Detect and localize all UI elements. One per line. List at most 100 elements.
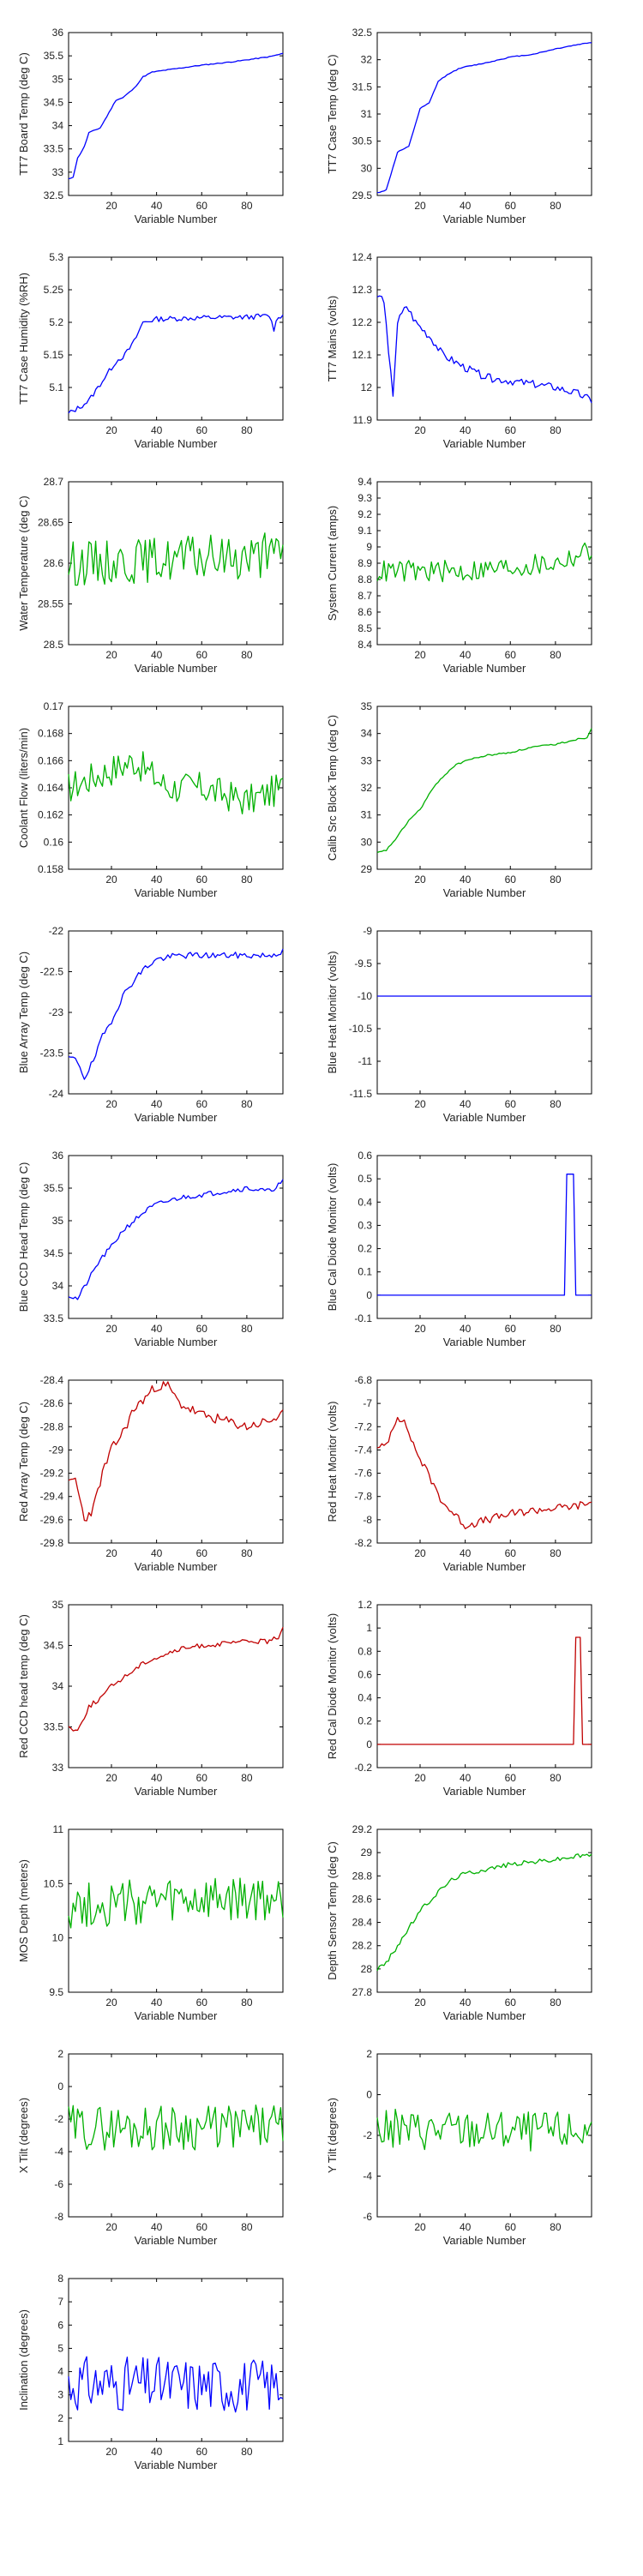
y-axis-label: Red Heat Monitor (volts) — [326, 1402, 339, 1522]
y-tick-label: 35 — [361, 700, 373, 712]
x-axis-label: Variable Number — [443, 2009, 526, 2022]
y-tick-label: 29.2 — [352, 1823, 373, 1835]
series-line — [68, 52, 284, 180]
x-tick-label: 60 — [196, 200, 208, 212]
x-tick-label: 60 — [505, 424, 517, 436]
x-tick-label: 60 — [505, 1323, 517, 1335]
y-tick-label: 36 — [52, 1150, 64, 1162]
y-tick-label: 30.5 — [352, 135, 373, 147]
series-line — [377, 1636, 592, 1745]
y-tick-label: 5 — [57, 2342, 63, 2354]
x-tick-label: 40 — [460, 1098, 472, 1110]
chart-system-current-amps: 8.4 8.5 8.6 8.7 8.8 8.9 9 9.1 9.2 9.3 9.4 20 40 60 80 V… — [326, 476, 592, 675]
y-axis-label: TT7 Mains (volts) — [326, 296, 339, 381]
x-tick-label: 20 — [414, 1772, 426, 1784]
x-axis-label: Variable Number — [443, 1111, 526, 1124]
x-tick-label: 20 — [105, 1323, 117, 1335]
y-axis-label: Y Tilt (degrees) — [326, 2098, 339, 2173]
y-tick-label: 4 — [57, 2366, 63, 2378]
x-tick-label: 80 — [241, 874, 253, 886]
y-axis-label: Red Cal Diode Monitor (volts) — [326, 1613, 339, 1760]
x-tick-label: 20 — [414, 1098, 426, 1110]
y-axis-label: TT7 Case Humidity (%RH) — [17, 273, 30, 405]
y-tick-label: 32.5 — [44, 189, 64, 201]
y-tick-label: 9.3 — [358, 492, 372, 504]
plot-frame — [68, 32, 284, 196]
y-axis-label: TT7 Case Temp (deg C) — [326, 54, 339, 173]
y-tick-label: 34 — [52, 1280, 64, 1292]
y-tick-label: 0.2 — [358, 1715, 372, 1727]
plot-frame — [68, 1155, 284, 1319]
y-tick-label: 34.5 — [44, 96, 64, 108]
series-line — [68, 751, 284, 815]
x-tick-label: 80 — [550, 1323, 562, 1335]
y-tick-label: 3 — [57, 2389, 63, 2401]
y-tick-label: 9.1 — [358, 525, 372, 537]
y-axis-label: Blue CCD Head Temp (deg C) — [17, 1162, 30, 1312]
chart-x-tilt-degrees: -8 -6 -4 -2 0 2 20 40 60 80 Variable Number X Tilt … — [17, 2048, 284, 2247]
x-tick-label: 40 — [151, 424, 163, 436]
chart-blue-cal-diode-monitor-volts: -0.1 0 0.1 0.2 0.3 0.4 0.5 0.6 20 40 60 80 Variable … — [326, 1150, 592, 1348]
series-line — [68, 1179, 284, 1300]
x-axis-label: Variable Number — [443, 1560, 526, 1573]
plot-frame — [376, 1828, 592, 1993]
chart-inclination-degrees: 1 2 3 4 5 6 7 8 20 40 60 80 Variable Number Inclinati… — [17, 2273, 284, 2471]
chart-tt7-board-temp-deg-c: 32.5 33 33.5 34 34.5 35 35.5 36 20 40 60 80 Variable… — [17, 27, 284, 225]
y-tick-label: 0.6 — [358, 1150, 372, 1162]
x-axis-label: Variable Number — [135, 1560, 218, 1573]
y-tick-label: 35 — [52, 73, 64, 85]
x-tick-label: 20 — [105, 1547, 117, 1559]
y-tick-label: 0.162 — [38, 809, 63, 821]
y-tick-label: -0.1 — [354, 1312, 372, 1324]
x-axis-label: Variable Number — [135, 1111, 218, 1124]
y-tick-label: -29.4 — [40, 1491, 64, 1503]
y-tick-label: 36 — [52, 27, 64, 39]
series-line — [376, 2108, 592, 2152]
y-axis-label: X Tilt (degrees) — [17, 2098, 30, 2173]
series-line — [68, 532, 284, 586]
y-tick-label: 0 — [57, 2081, 63, 2093]
chart-y-tilt-degrees: -6 -4 -2 0 2 20 40 60 80 Variable Number Y Tilt (d… — [326, 2048, 592, 2247]
y-tick-label: 0.1 — [358, 1266, 372, 1278]
chart-blue-ccd-head-temp-deg-c: 33.5 34 34.5 35 35.5 36 20 40 60 80 Variable Numbe… — [17, 1150, 284, 1348]
y-tick-label: 8.7 — [358, 590, 372, 602]
x-axis-label: Variable Number — [135, 1785, 218, 1798]
y-axis-label: Blue Heat Monitor (volts) — [326, 951, 339, 1073]
y-tick-label: 28.65 — [38, 517, 63, 529]
y-tick-label: 28 — [361, 1963, 373, 1975]
plot-frame — [376, 1155, 592, 1319]
y-tick-label: 33 — [52, 166, 64, 178]
y-tick-label: 0.5 — [358, 1173, 372, 1185]
y-tick-label: 9 — [366, 541, 372, 553]
y-tick-label: 27.8 — [352, 1986, 373, 1998]
chart-red-array-temp-deg-c: -29.8 -29.6 -29.4 -29.2 -29 -28.8 -28.6 -28.4 20… — [17, 1374, 284, 1573]
y-tick-label: -23 — [49, 1006, 64, 1018]
x-tick-label: 60 — [196, 649, 208, 661]
x-tick-label: 80 — [550, 649, 562, 661]
x-tick-label: 60 — [196, 1323, 208, 1335]
x-tick-label: 60 — [505, 1547, 517, 1559]
x-tick-label: 60 — [196, 1098, 208, 1110]
x-tick-label: 60 — [505, 2221, 517, 2233]
x-tick-label: 40 — [151, 2221, 163, 2233]
y-tick-label: 32.5 — [352, 27, 373, 39]
series-line — [376, 728, 592, 854]
x-tick-label: 60 — [196, 1997, 208, 2009]
y-tick-label: 35.5 — [44, 1182, 64, 1194]
y-tick-label: 0.16 — [44, 836, 64, 848]
x-tick-label: 60 — [196, 1547, 208, 1559]
y-axis-label: Blue Array Temp (deg C) — [17, 952, 30, 1073]
x-tick-label: 20 — [414, 200, 426, 212]
y-tick-label: 33 — [52, 1762, 64, 1774]
x-tick-label: 40 — [460, 874, 472, 886]
x-tick-label: 40 — [460, 200, 472, 212]
y-axis-label: Water Temperature (deg C) — [17, 495, 30, 631]
series-line — [376, 295, 592, 404]
y-tick-label: 28.55 — [38, 598, 63, 610]
y-tick-label: -7.4 — [354, 1444, 372, 1456]
y-tick-label: -10.5 — [349, 1023, 373, 1035]
y-tick-label: 0.166 — [38, 754, 63, 766]
y-tick-label: 28.8 — [352, 1870, 373, 1882]
y-tick-label: -8 — [54, 2211, 63, 2223]
